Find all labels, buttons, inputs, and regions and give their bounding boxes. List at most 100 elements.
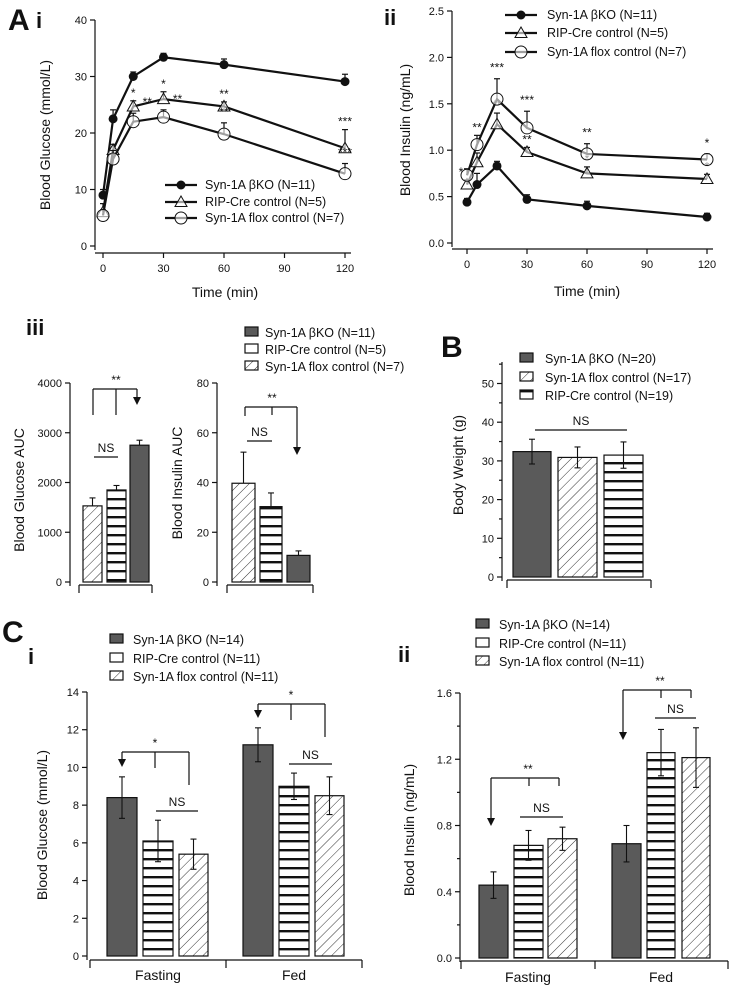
bar <box>278 785 310 957</box>
y-tick-label: 0 <box>81 241 87 253</box>
ns-label: NS <box>98 441 115 455</box>
data-point <box>520 145 534 158</box>
legend-swatch <box>519 371 534 382</box>
panel-label-Ci: i <box>28 644 34 669</box>
y-tick-label: 8 <box>73 800 79 812</box>
x-tick-label: 30 <box>521 259 533 271</box>
legend-label: Syn-1A flox control (N=11) <box>499 655 644 669</box>
data-point <box>217 127 231 141</box>
y-tick-label: 20 <box>482 495 494 507</box>
y-axis-label: Blood Insulin (ng/mL) <box>397 64 413 196</box>
legend-swatch <box>475 655 490 666</box>
significance-label: * <box>459 165 464 179</box>
y-tick-label: 40 <box>482 417 494 429</box>
ns-label: NS <box>251 425 268 439</box>
significance-label: *** <box>520 93 534 107</box>
y-axis-label: Blood Insulin AUC <box>169 427 185 540</box>
y-tick-label: 12 <box>67 725 79 737</box>
panel-label-C: C <box>2 616 24 649</box>
legend-label: Syn-1A βKO (N=20) <box>545 352 656 366</box>
y-tick-label: 0.0 <box>429 238 444 250</box>
bar <box>82 505 103 583</box>
bar <box>603 454 644 578</box>
significance-label: * <box>153 736 158 750</box>
data-point <box>157 110 170 124</box>
data-point <box>492 161 502 171</box>
legend-label: RIP-Cre control (N=11) <box>133 652 260 666</box>
legend-label: Syn-1A βKO (N=11) <box>265 326 375 340</box>
bar <box>106 489 127 583</box>
significance-label: * <box>289 688 294 702</box>
legend-label: Syn-1A βKO (N=14) <box>133 633 244 647</box>
x-axis-label: Time (min) <box>554 283 620 299</box>
legend-label: Syn-1A flox control (N=7) <box>547 45 686 59</box>
significance-label: ** <box>173 92 183 106</box>
arrow-head <box>118 759 126 767</box>
legend-label: RIP-Cre control (N=5) <box>547 26 668 40</box>
y-tick-label: 20 <box>75 128 87 140</box>
y-axis-label: Blood Insulin (ng/mL) <box>401 764 417 896</box>
data-point <box>700 152 714 166</box>
x-tick-label: 30 <box>157 263 169 275</box>
data-point <box>338 167 352 181</box>
significance-label: * <box>705 136 710 150</box>
bar <box>513 844 544 959</box>
significance-label: *** <box>490 61 504 75</box>
significance-label: ** <box>523 762 533 776</box>
panel-label-A: A <box>8 4 30 37</box>
x-tick-label: 120 <box>336 263 354 275</box>
y-tick-label: 4 <box>73 876 79 888</box>
legend-label: Syn-1A βKO (N=11) <box>205 178 315 192</box>
y-tick-label: 1.0 <box>429 145 444 157</box>
data-point <box>126 99 141 112</box>
bar <box>242 744 274 957</box>
x-tick-label: 120 <box>698 259 716 271</box>
arrow-head <box>487 818 495 826</box>
panel-label-Ai: i <box>36 8 42 33</box>
x-tick-label: 60 <box>218 263 230 275</box>
significance-label: ** <box>143 95 153 109</box>
data-point <box>108 114 118 124</box>
legend-swatch <box>475 618 490 629</box>
arrow-head <box>133 397 141 405</box>
data-point <box>128 72 138 81</box>
significance-label: *** <box>338 146 352 160</box>
significance-label: ** <box>472 120 482 134</box>
y-tick-label: 2000 <box>38 478 62 490</box>
y-tick-label: 40 <box>197 478 209 490</box>
bar <box>314 795 345 957</box>
legend-marker <box>174 194 188 207</box>
x-tick-label: 90 <box>278 263 290 275</box>
y-tick-label: 1.6 <box>437 688 452 700</box>
data-point <box>490 92 504 106</box>
y-tick-label: 1.5 <box>429 99 444 111</box>
arrow-head <box>254 710 262 718</box>
x-category-label: Fed <box>649 969 673 985</box>
y-tick-label: 10 <box>482 533 494 545</box>
y-tick-label: 0 <box>488 572 494 584</box>
legend-swatch <box>244 360 259 371</box>
y-tick-label: 0 <box>56 577 62 589</box>
y-tick-label: 0.8 <box>437 821 452 833</box>
x-category-label: Fasting <box>135 967 181 983</box>
data-point <box>338 141 352 154</box>
data-point <box>126 115 140 129</box>
y-tick-label: 0.0 <box>437 953 452 965</box>
y-tick-label: 3000 <box>38 428 62 440</box>
legend-label: RIP-Cre control (N=5) <box>205 195 326 209</box>
y-tick-label: 4000 <box>38 378 62 390</box>
legend-marker <box>516 10 526 20</box>
y-tick-label: 60 <box>197 428 209 440</box>
arrow-head <box>619 732 627 740</box>
significance-label: * <box>161 77 166 91</box>
panel-label-B: B <box>441 331 463 364</box>
legend-marker <box>176 180 186 190</box>
data-point <box>462 197 472 207</box>
legend-swatch <box>244 343 259 354</box>
x-tick-label: 0 <box>100 263 106 275</box>
bar <box>129 444 150 583</box>
bar <box>512 451 552 578</box>
data-point <box>522 194 532 204</box>
legend-label: Syn-1A flox control (N=7) <box>265 360 404 374</box>
y-axis-label: Blood Glucose (mmol/L) <box>37 60 53 210</box>
